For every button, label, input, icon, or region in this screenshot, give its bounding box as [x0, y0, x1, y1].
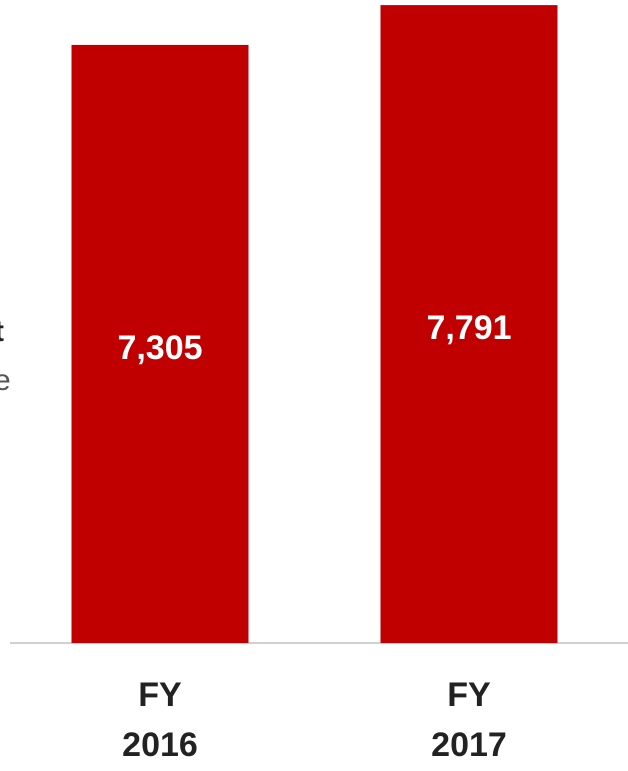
bar	[71, 44, 249, 643]
x-tick-label: FY 2017	[431, 676, 507, 764]
cropped-text: t	[0, 315, 4, 348]
x-tick-label: FY 2016	[122, 676, 198, 764]
cropped-text: e	[0, 364, 11, 397]
data-label: 7,305	[117, 329, 202, 367]
bar	[380, 5, 558, 643]
data-label: 7,791	[426, 309, 511, 347]
